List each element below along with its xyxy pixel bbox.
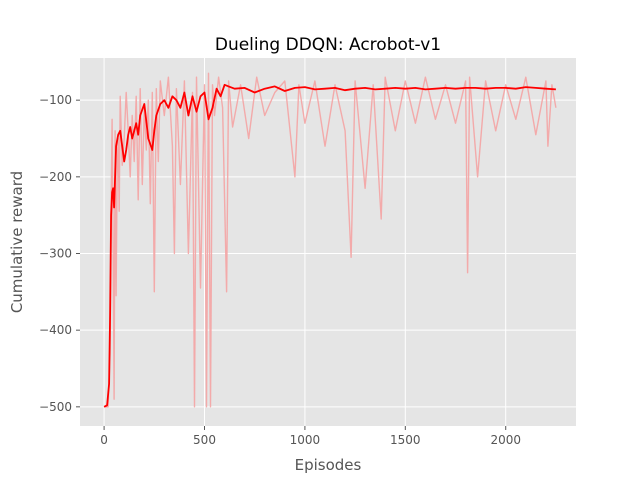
y-tick-label: −100 xyxy=(39,93,72,107)
y-tick-label: −200 xyxy=(39,170,72,184)
y-axis-label: Cumulative reward xyxy=(8,171,26,313)
x-ticks: 0 500 1000 1500 2000 xyxy=(100,426,521,447)
x-tick-label: 1500 xyxy=(390,433,421,447)
series-layer xyxy=(103,72,557,408)
y-tick-label: −400 xyxy=(39,323,72,337)
x-tick-label: 2000 xyxy=(490,433,521,447)
x-tick-label: 500 xyxy=(193,433,216,447)
chart-title: Dueling DDQN: Acrobot-v1 xyxy=(215,35,441,55)
x-axis-label: Episodes xyxy=(295,456,362,474)
x-tick-label: 0 xyxy=(100,433,108,447)
smoothed-reward-line xyxy=(103,83,556,408)
y-ticks: −500 −400 −300 −200 −100 xyxy=(39,93,80,414)
y-tick-label: −300 xyxy=(39,247,72,261)
y-tick-label: −500 xyxy=(39,400,72,414)
raw-reward-line xyxy=(104,72,557,408)
x-tick-label: 1000 xyxy=(290,433,321,447)
